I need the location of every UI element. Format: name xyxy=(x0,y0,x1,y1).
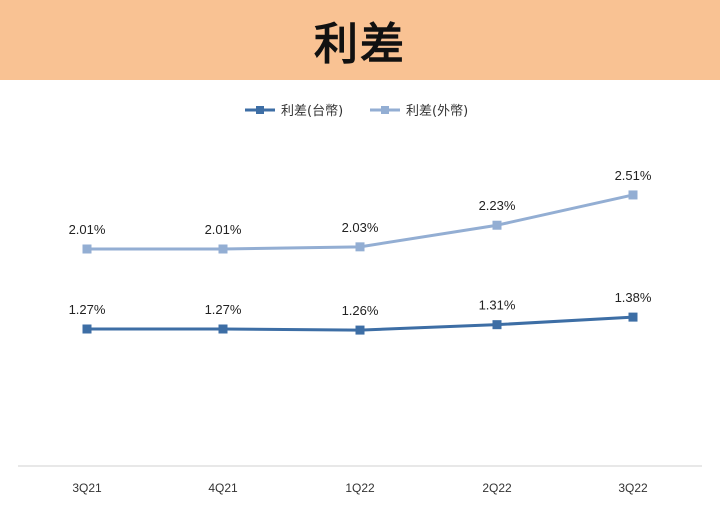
data-point xyxy=(628,190,638,200)
data-label: 2.23% xyxy=(479,198,516,213)
chart-legend: 利差(台幣) 利差(外幣) xyxy=(245,104,468,119)
data-label: 1.26% xyxy=(342,303,379,318)
data-point xyxy=(492,220,502,230)
data-label: 2.03% xyxy=(342,220,379,235)
data-label: 1.31% xyxy=(479,298,516,313)
title-banner: 利差 xyxy=(0,0,720,80)
data-point xyxy=(218,324,228,334)
legend-item: 利差(外幣) xyxy=(370,104,468,119)
x-tick-label: 4Q21 xyxy=(208,481,238,495)
data-point xyxy=(492,320,502,330)
data-point xyxy=(355,242,365,252)
x-tick-label: 3Q21 xyxy=(72,481,102,495)
data-point xyxy=(355,325,365,335)
legend-marker xyxy=(381,106,389,114)
x-tick-label: 2Q22 xyxy=(482,481,512,495)
legend-item: 利差(台幣) xyxy=(245,104,343,119)
data-label: 1.27% xyxy=(69,302,106,317)
series-twd: 1.27% 1.27% 1.26% 1.31% 1.38% xyxy=(69,290,652,335)
series-fx: 2.01% 2.01% 2.03% 2.23% 2.51% xyxy=(69,168,652,254)
data-label: 2.01% xyxy=(69,222,106,237)
x-tick-label: 1Q22 xyxy=(345,481,375,495)
legend-marker xyxy=(256,106,264,114)
legend-label: 利差(外幣) xyxy=(406,104,468,119)
data-label: 2.01% xyxy=(205,222,242,237)
series-layer: 2.01% 2.01% 2.03% 2.23% 2.51% 1.27% 1.27% 1.26%… xyxy=(69,168,652,335)
data-point xyxy=(628,312,638,322)
data-label: 1.27% xyxy=(205,302,242,317)
x-tick-label: 3Q22 xyxy=(618,481,648,495)
data-point xyxy=(82,244,92,254)
legend-label: 利差(台幣) xyxy=(281,104,343,119)
x-axis: 3Q21 4Q21 1Q22 2Q22 3Q22 xyxy=(18,465,702,495)
line-chart: 利差(台幣) 利差(外幣) 3Q21 4Q21 1Q22 2Q22 3Q22 2.01% 2… xyxy=(18,104,702,495)
data-label: 1.38% xyxy=(615,290,652,305)
data-point xyxy=(82,324,92,334)
page-title: 利差 xyxy=(314,19,406,70)
data-point xyxy=(218,244,228,254)
data-label: 2.51% xyxy=(615,168,652,183)
